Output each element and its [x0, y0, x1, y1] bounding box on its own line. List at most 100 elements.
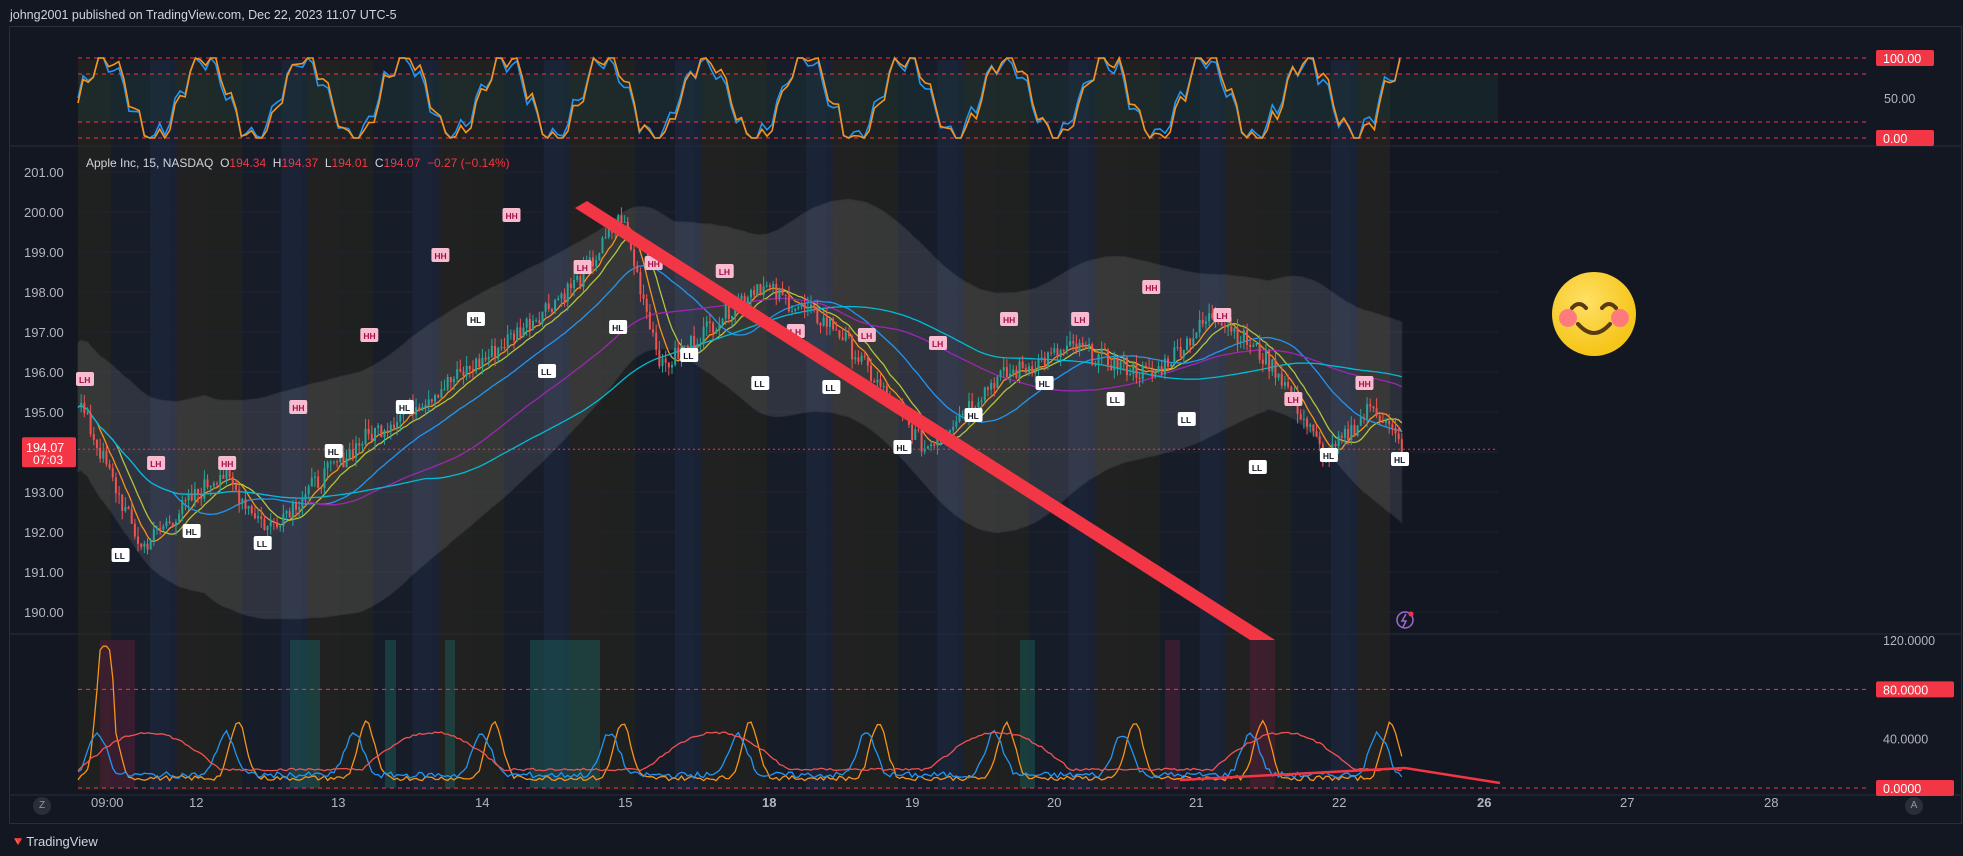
candle-body — [1157, 366, 1160, 373]
candle-body — [1094, 363, 1097, 365]
candle-body — [323, 468, 326, 489]
tradingview-logo-icon[interactable]: 🔻TradingView — [10, 834, 98, 849]
session-highlight — [471, 60, 505, 790]
candle-body — [386, 430, 389, 432]
session-highlight — [1068, 60, 1095, 790]
candle-body — [162, 526, 165, 530]
candle-body — [693, 335, 696, 349]
candle-body — [1264, 350, 1267, 365]
candle-body — [212, 483, 215, 487]
candle-body — [1258, 343, 1261, 360]
auto-scale-button[interactable]: A — [1905, 797, 1923, 815]
candle-body — [190, 493, 193, 501]
time-tick: 21 — [1189, 795, 1203, 810]
candle-body — [449, 376, 452, 382]
swing-label-bg — [431, 248, 450, 262]
candle-body — [260, 516, 263, 520]
candle-body — [1385, 420, 1388, 423]
candle-body — [1378, 415, 1381, 421]
candle-body — [971, 400, 974, 409]
candle-body — [557, 298, 560, 301]
candle-body — [879, 379, 882, 387]
candle-body — [986, 387, 989, 390]
candle-body — [712, 322, 715, 334]
candle-body — [1170, 364, 1173, 367]
legend-symbol: Apple Inc, 15, NASDAQ — [86, 156, 214, 170]
candle-body — [114, 477, 117, 494]
session-highlight — [1094, 60, 1128, 790]
candle-body — [1078, 342, 1081, 352]
drawn-arrow-annotation — [575, 201, 1275, 640]
candle-body — [806, 306, 809, 309]
swing-label-bg — [964, 408, 983, 422]
candle-body — [1132, 363, 1135, 374]
candle-body — [825, 317, 828, 327]
candle-body — [810, 304, 813, 307]
candle-body — [983, 387, 986, 401]
candle-body — [683, 345, 686, 347]
candle-body — [247, 505, 250, 509]
swing-label: HL — [1039, 379, 1050, 389]
swing-label: HH — [1358, 379, 1370, 389]
candle-body — [367, 428, 370, 434]
candle-body — [721, 318, 724, 324]
candle-body — [1119, 361, 1122, 369]
candle-body — [1211, 313, 1214, 319]
swing-label: HL — [1394, 455, 1405, 465]
swing-label-bg — [395, 400, 414, 414]
candle-body — [361, 444, 364, 446]
swing-label: LH — [861, 331, 872, 341]
candle-body — [1223, 325, 1226, 328]
candle-body — [288, 511, 291, 518]
candle-body — [923, 448, 926, 452]
swing-label-bg — [1035, 376, 1054, 390]
swing-label-bg — [1106, 392, 1125, 406]
candle-body — [95, 439, 98, 448]
candle-body — [1198, 319, 1201, 333]
session-highlight — [176, 60, 210, 790]
candle-body — [1125, 357, 1128, 376]
candle-body — [582, 266, 585, 287]
candle-body — [1138, 377, 1141, 380]
candle-body — [1277, 373, 1280, 378]
candle-body — [828, 318, 831, 327]
candle-body — [1151, 368, 1154, 377]
swing-label: HH — [292, 403, 304, 413]
signal-highlight — [385, 640, 396, 788]
candle-body — [538, 320, 541, 324]
candle-body — [1208, 313, 1211, 322]
candle-body — [844, 332, 847, 341]
legend-open-value: 194.34 — [229, 156, 267, 170]
session-highlight — [865, 60, 898, 790]
candle-body — [475, 358, 478, 372]
candle-body — [373, 427, 376, 441]
candle-body — [383, 430, 386, 438]
candle-body — [1204, 321, 1207, 324]
candle-body — [465, 365, 468, 376]
candle-body — [563, 293, 566, 302]
z-button[interactable]: Z — [33, 797, 51, 815]
candle-body — [137, 536, 140, 544]
candle-body — [1021, 361, 1024, 368]
candle-body — [797, 306, 800, 309]
swing-label: LL — [825, 383, 835, 393]
price-tick: 200.00 — [24, 205, 64, 220]
candle-body — [342, 452, 345, 468]
candle-body — [1347, 429, 1350, 441]
candle-body — [503, 346, 506, 349]
current-price-tag: 194.07 — [26, 441, 64, 455]
candle-body — [241, 498, 244, 504]
price-tick: 198.00 — [24, 285, 64, 300]
session-highlight — [937, 60, 964, 790]
swing-label-bg — [609, 320, 628, 334]
adx-orange-line — [77, 645, 1403, 782]
candle-body — [718, 323, 721, 331]
di-red-line — [77, 731, 1402, 772]
candle-body — [601, 237, 604, 254]
signal-highlight — [290, 640, 320, 788]
swing-label: HH — [221, 459, 233, 469]
candle-body — [835, 329, 838, 331]
candle-body — [882, 385, 885, 387]
swing-label-bg — [928, 336, 947, 350]
